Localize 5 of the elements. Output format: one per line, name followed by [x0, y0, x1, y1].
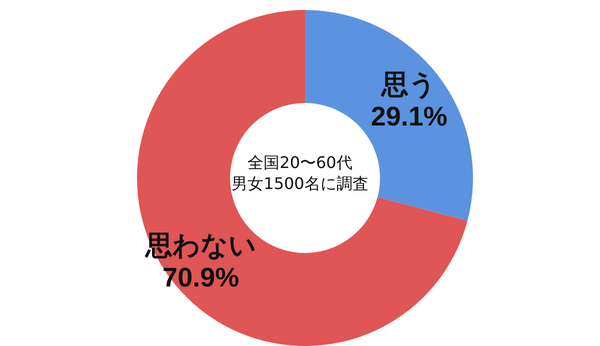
slice-label: 思う: [380, 70, 437, 100]
data-label: 29.1%: [370, 102, 448, 132]
donut-slice: [137, 10, 468, 346]
text: 全国20〜60代: [248, 153, 352, 172]
text: 男女1500名に調査: [232, 174, 368, 193]
